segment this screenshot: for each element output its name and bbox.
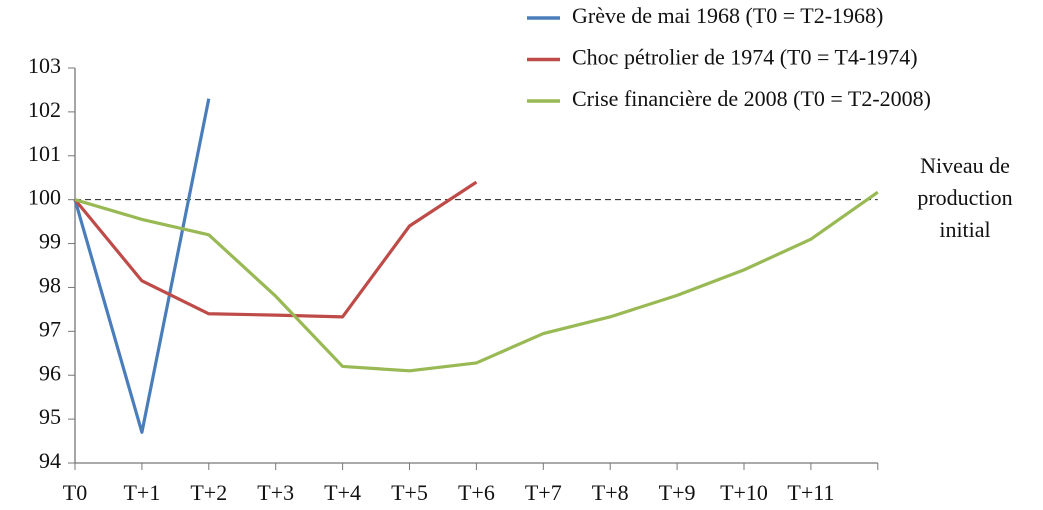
x-tick-label: T+11 — [787, 480, 834, 505]
y-tick-label: 102 — [28, 97, 61, 122]
series-line — [73, 98, 211, 434]
y-tick-label: 101 — [28, 141, 61, 166]
y-tick-label: 99 — [39, 229, 61, 254]
x-tick-label: T+5 — [391, 480, 428, 505]
annotation: initial — [939, 217, 990, 242]
y-tick-label: 97 — [39, 316, 61, 341]
y-tick-label: 100 — [28, 185, 61, 210]
x-tick-label: T+7 — [525, 480, 562, 505]
legend-label: Choc pétrolier de 1974 (T0 = T4-1974) — [572, 45, 918, 70]
x-tick-label: T+6 — [458, 480, 495, 505]
annotation: production — [917, 185, 1012, 210]
x-tick-label: T0 — [63, 480, 87, 505]
series-line — [74, 190, 879, 373]
y-tick-label: 98 — [39, 272, 61, 297]
annotation: Niveau de — [920, 153, 1010, 178]
x-tick-label: T+8 — [592, 480, 629, 505]
legend-label: Grève de mai 1968 (T0 = T2-1968) — [572, 3, 883, 28]
x-tick-label: T+4 — [324, 480, 361, 505]
y-tick-label: 103 — [28, 53, 61, 78]
x-tick-label: T+3 — [257, 480, 294, 505]
x-tick-label: T+2 — [190, 480, 227, 505]
x-tick-label: T+1 — [123, 480, 160, 505]
y-tick-label: 94 — [39, 448, 61, 473]
x-tick-label: T+9 — [659, 480, 696, 505]
y-tick-label: 96 — [39, 360, 61, 385]
y-tick-label: 95 — [39, 404, 61, 429]
series-line — [73, 180, 478, 319]
legend-label: Crise financière de 2008 (T0 = T2-2008) — [572, 86, 931, 111]
x-tick-label: T+10 — [720, 480, 768, 505]
